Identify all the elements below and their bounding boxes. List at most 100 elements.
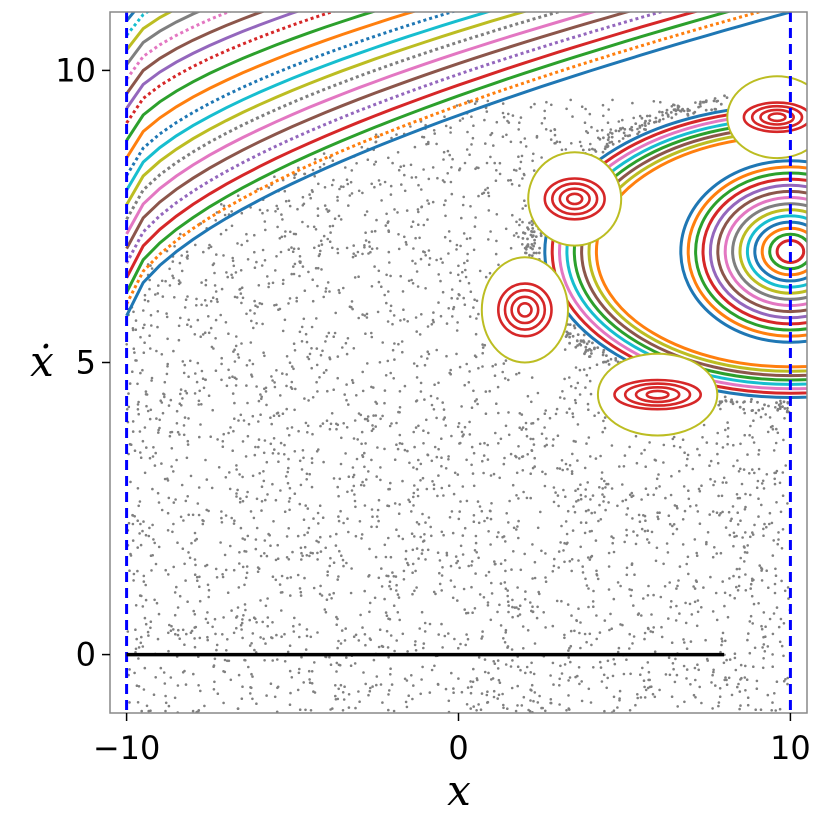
chaotic-point xyxy=(478,442,482,446)
chaotic-point xyxy=(502,115,506,119)
chaotic-point xyxy=(183,669,186,673)
chaotic-point xyxy=(319,239,323,243)
chaotic-point xyxy=(415,521,419,524)
chaotic-point xyxy=(560,599,563,603)
chaotic-point xyxy=(432,408,436,411)
chaotic-point xyxy=(452,691,455,694)
chaotic-point xyxy=(293,349,297,352)
chaotic-point xyxy=(604,486,607,489)
chaotic-point xyxy=(405,705,409,709)
chaotic-point xyxy=(676,705,679,708)
chaotic-point xyxy=(466,259,469,263)
chaotic-point xyxy=(316,551,319,555)
chaotic-point xyxy=(468,236,472,240)
chaotic-point xyxy=(374,160,378,164)
chaotic-point xyxy=(322,460,325,464)
chaotic-point xyxy=(220,362,223,366)
chaotic-rim-point xyxy=(686,114,690,117)
chaotic-point xyxy=(335,427,338,431)
chaotic-point xyxy=(728,533,732,537)
chaotic-point xyxy=(476,500,480,503)
chaotic-point xyxy=(389,274,392,278)
chaotic-point xyxy=(137,400,140,404)
chaotic-point xyxy=(345,426,349,429)
chaotic-point xyxy=(390,136,393,140)
chaotic-point xyxy=(440,464,443,468)
chaotic-point xyxy=(211,408,214,412)
chaotic-point xyxy=(760,482,764,485)
chaotic-point xyxy=(302,317,306,321)
chaotic-point xyxy=(396,611,400,614)
chaotic-point xyxy=(321,349,324,353)
chaotic-point xyxy=(736,589,740,592)
chaotic-point xyxy=(411,697,414,701)
chaotic-point xyxy=(758,564,761,567)
chaotic-point xyxy=(767,586,770,589)
chaotic-point xyxy=(643,631,647,635)
chaotic-point xyxy=(383,389,387,392)
chaotic-point xyxy=(477,166,480,170)
chaotic-point xyxy=(434,592,437,596)
chaotic-point xyxy=(492,689,496,693)
chaotic-point xyxy=(587,508,590,512)
chaotic-point xyxy=(489,133,492,137)
chaotic-point xyxy=(229,544,232,548)
chaotic-point xyxy=(520,413,524,416)
sub-island-curve xyxy=(565,192,584,206)
chaotic-point xyxy=(183,363,186,367)
chaotic-point xyxy=(155,417,158,420)
chaotic-point xyxy=(625,534,629,537)
chaotic-point xyxy=(430,323,434,326)
chaotic-point xyxy=(283,453,286,456)
chaotic-point xyxy=(140,709,143,713)
chaotic-point xyxy=(465,703,469,706)
chaotic-point xyxy=(272,520,275,523)
chaotic-point xyxy=(363,314,367,317)
chaotic-point xyxy=(427,177,431,181)
chaotic-point xyxy=(579,483,582,487)
chaotic-point xyxy=(484,188,487,192)
chaotic-point xyxy=(717,701,721,704)
chaotic-point xyxy=(449,271,452,275)
chaotic-point xyxy=(454,555,458,558)
chaotic-point xyxy=(477,521,481,525)
chaotic-point xyxy=(164,694,167,698)
chaotic-point xyxy=(317,522,320,525)
chaotic-point xyxy=(567,707,570,710)
chaotic-point xyxy=(467,381,471,384)
chaotic-point xyxy=(318,592,322,596)
chaotic-point xyxy=(473,102,477,105)
chaotic-point xyxy=(593,414,596,418)
chaotic-point xyxy=(763,650,767,653)
chaotic-point xyxy=(533,642,537,645)
chaotic-point xyxy=(748,620,752,623)
chaotic-point xyxy=(540,432,544,436)
chaotic-point xyxy=(579,621,582,624)
chaotic-point xyxy=(502,706,505,710)
chaotic-point xyxy=(498,681,502,684)
chaotic-point xyxy=(411,220,415,223)
chaotic-point xyxy=(350,489,354,492)
chaotic-point xyxy=(672,435,676,439)
chaotic-point xyxy=(706,659,709,662)
chaotic-point xyxy=(234,344,238,348)
chaotic-point xyxy=(532,152,535,156)
chaotic-point xyxy=(579,497,583,501)
chaotic-point xyxy=(416,488,420,491)
chaotic-point xyxy=(280,635,283,638)
chaotic-point xyxy=(285,355,289,358)
chaotic-point xyxy=(415,467,419,471)
chaotic-point xyxy=(213,680,216,684)
chaotic-point xyxy=(517,128,520,131)
chaotic-rim-point xyxy=(658,118,662,122)
chaotic-point xyxy=(287,466,290,470)
chaotic-point xyxy=(154,676,157,679)
chaotic-point xyxy=(706,531,710,534)
chaotic-point xyxy=(351,307,354,311)
chaotic-point xyxy=(183,416,187,419)
chaotic-point xyxy=(212,664,216,667)
chaotic-point xyxy=(531,466,535,470)
chaotic-point xyxy=(606,121,610,124)
chaotic-point xyxy=(274,498,278,502)
chaotic-point xyxy=(336,376,340,380)
